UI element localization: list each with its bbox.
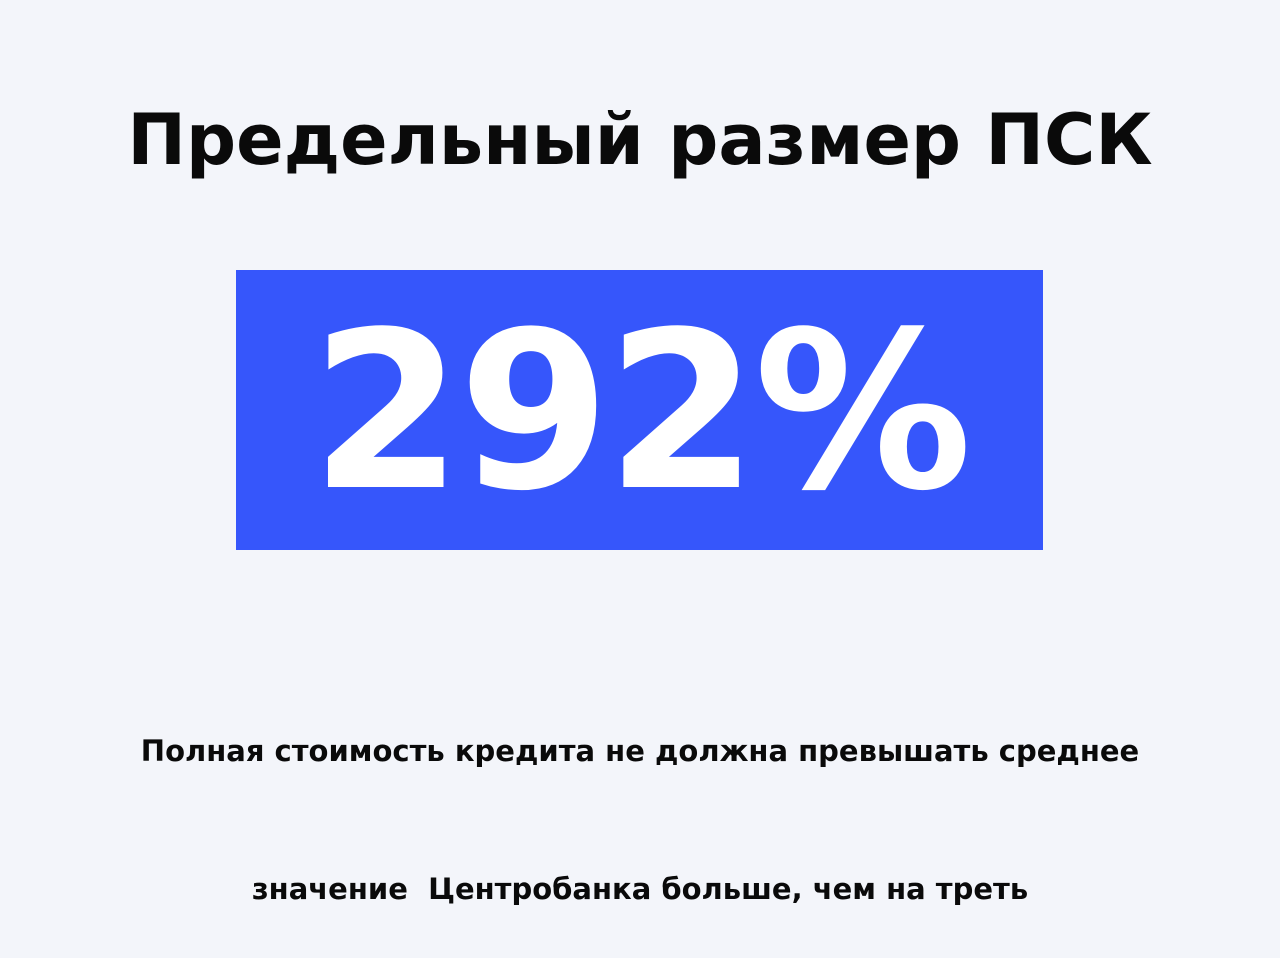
highlight-box: 292% [236, 270, 1043, 550]
subtitle-line-1: Полная стоимость кредита не должна превы… [140, 734, 1140, 768]
highlight-value: 292% [310, 286, 972, 539]
subtitle: Полная стоимость кредита не должна превы… [0, 636, 1280, 958]
subtitle-line-2: значение Центробанка больше, чем на трет… [251, 872, 1029, 906]
page-title: Предельный размер ПСК [127, 99, 1153, 181]
